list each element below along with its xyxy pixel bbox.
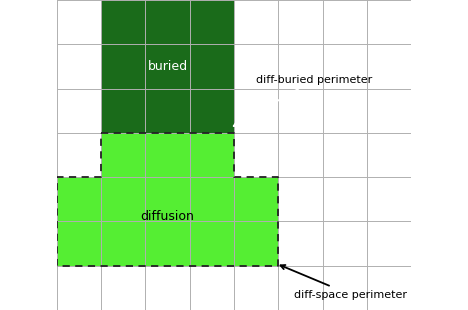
Text: diffusion: diffusion <box>140 210 195 224</box>
Bar <box>101 133 234 177</box>
Text: diff-space perimeter: diff-space perimeter <box>280 265 407 299</box>
Bar <box>57 177 278 266</box>
Bar <box>101 0 234 133</box>
Text: buried: buried <box>147 60 188 73</box>
Text: diff-buried perimeter: diff-buried perimeter <box>234 75 373 126</box>
